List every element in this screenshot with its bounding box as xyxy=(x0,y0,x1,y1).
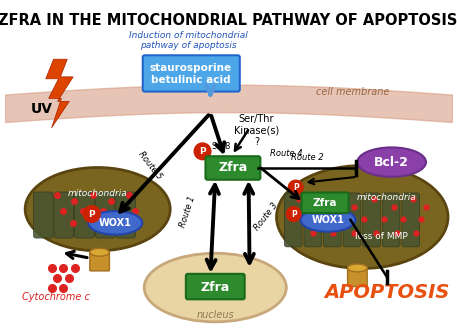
Text: staurosporine
betulinic acid: staurosporine betulinic acid xyxy=(150,63,232,85)
Circle shape xyxy=(287,207,301,221)
Circle shape xyxy=(194,143,211,160)
Text: ZFRA IN THE MITOCHONDRIAL PATHWAY OF APOPTOSIS: ZFRA IN THE MITOCHONDRIAL PATHWAY OF APO… xyxy=(0,13,457,28)
Ellipse shape xyxy=(357,147,426,177)
Text: Cytochrome c: Cytochrome c xyxy=(21,292,90,303)
Text: Route 5: Route 5 xyxy=(136,149,163,181)
FancyBboxPatch shape xyxy=(90,251,109,271)
Text: mitochondria: mitochondria xyxy=(68,189,128,198)
Text: mitochondria: mitochondria xyxy=(357,193,417,202)
FancyBboxPatch shape xyxy=(186,274,244,299)
FancyBboxPatch shape xyxy=(33,192,53,238)
FancyBboxPatch shape xyxy=(302,193,349,213)
Text: Route 2: Route 2 xyxy=(291,153,324,162)
Ellipse shape xyxy=(88,211,142,234)
Text: APOPTOSIS: APOPTOSIS xyxy=(324,283,449,302)
Text: UV: UV xyxy=(31,102,53,116)
Circle shape xyxy=(84,206,100,222)
Text: P: P xyxy=(291,210,297,218)
Polygon shape xyxy=(46,59,73,128)
Text: P: P xyxy=(199,147,206,156)
Text: Route 3: Route 3 xyxy=(253,201,280,232)
Text: Zfra: Zfra xyxy=(218,161,248,175)
FancyBboxPatch shape xyxy=(206,156,260,180)
Text: Ser/Thr
Kinase(s)
?: Ser/Thr Kinase(s) ? xyxy=(234,114,279,147)
FancyBboxPatch shape xyxy=(284,193,302,247)
Text: nucleus: nucleus xyxy=(197,310,234,320)
FancyBboxPatch shape xyxy=(363,193,380,247)
Ellipse shape xyxy=(90,248,109,256)
Text: Zfra: Zfra xyxy=(201,281,230,294)
FancyBboxPatch shape xyxy=(383,193,400,247)
Text: Route 1: Route 1 xyxy=(179,195,197,229)
Text: cell membrane: cell membrane xyxy=(316,86,389,96)
Ellipse shape xyxy=(144,253,287,322)
Text: Bcl-2: Bcl-2 xyxy=(374,156,409,169)
FancyBboxPatch shape xyxy=(304,193,322,247)
FancyBboxPatch shape xyxy=(402,193,420,247)
Text: WOX1: WOX1 xyxy=(312,215,345,225)
Text: WOX1: WOX1 xyxy=(99,218,132,228)
Ellipse shape xyxy=(348,264,367,272)
Circle shape xyxy=(288,180,303,195)
Ellipse shape xyxy=(25,168,170,251)
Text: loss of MMP: loss of MMP xyxy=(356,232,408,241)
Ellipse shape xyxy=(301,208,356,232)
FancyBboxPatch shape xyxy=(74,192,94,238)
FancyBboxPatch shape xyxy=(95,192,115,238)
FancyBboxPatch shape xyxy=(116,192,135,238)
Ellipse shape xyxy=(276,165,448,268)
FancyBboxPatch shape xyxy=(54,192,74,238)
FancyBboxPatch shape xyxy=(343,193,361,247)
Text: P: P xyxy=(293,183,298,192)
Text: P: P xyxy=(89,210,95,218)
Text: Ser8: Ser8 xyxy=(212,142,231,151)
FancyBboxPatch shape xyxy=(143,55,240,91)
Text: Zfra: Zfra xyxy=(313,198,337,208)
Text: Route 4: Route 4 xyxy=(270,149,302,158)
FancyBboxPatch shape xyxy=(324,193,341,247)
FancyBboxPatch shape xyxy=(348,267,367,286)
Text: Induction of mitochondrial
pathway of apoptosis: Induction of mitochondrial pathway of ap… xyxy=(129,31,248,50)
